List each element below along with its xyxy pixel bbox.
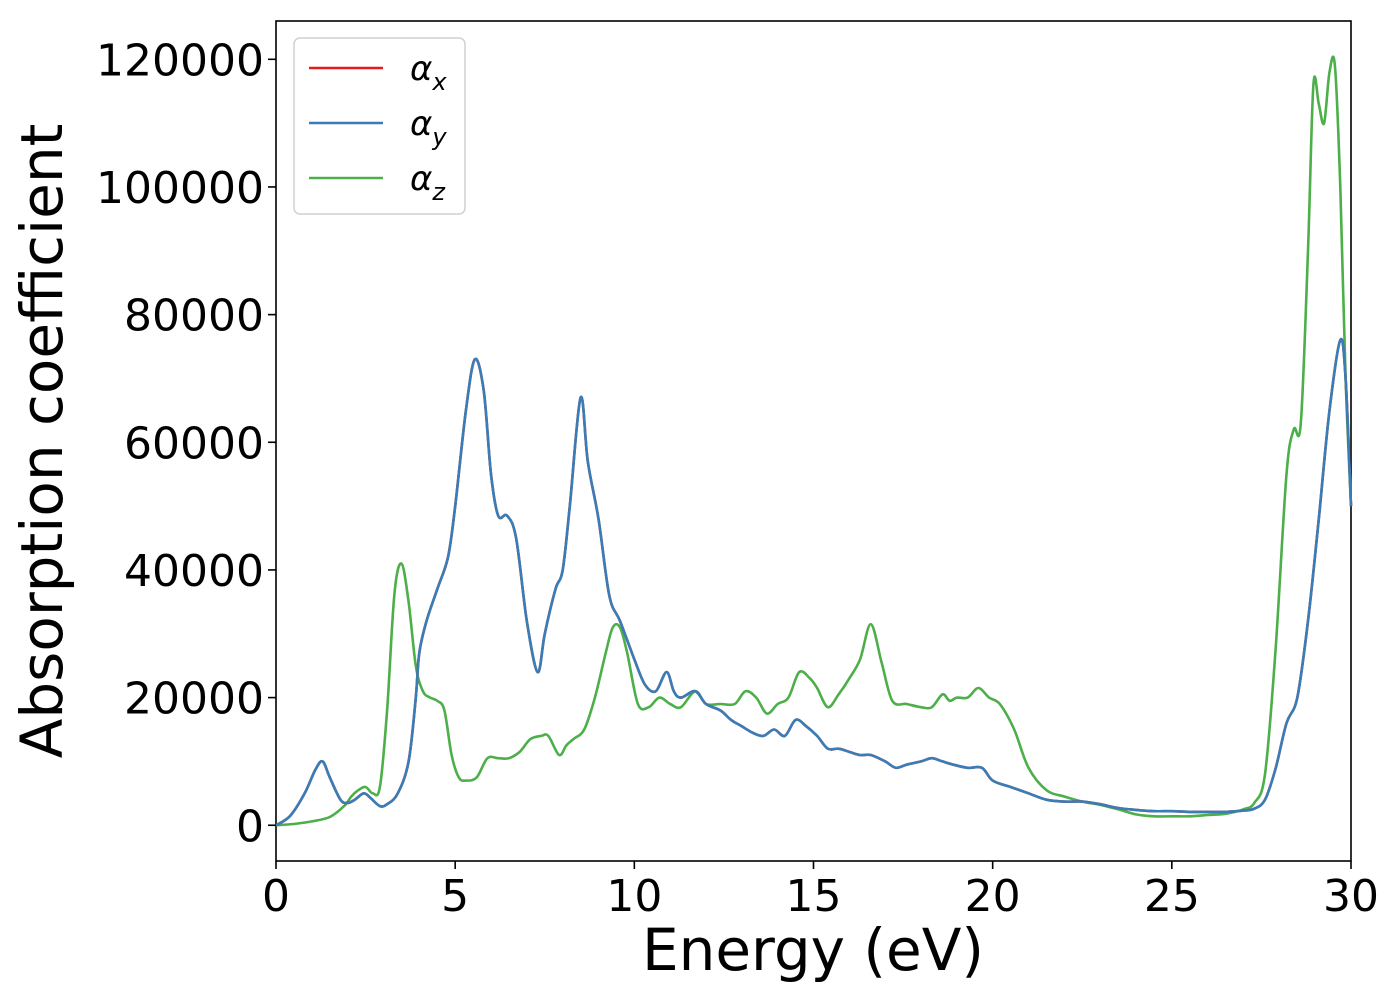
y-tick-label: 20000 bbox=[124, 674, 264, 725]
y-tick-label: 120000 bbox=[96, 35, 264, 86]
x-tick-label: 25 bbox=[1144, 871, 1200, 922]
series-line-x bbox=[275, 337, 1353, 827]
y-tick-label: 0 bbox=[236, 801, 264, 852]
x-tick-label: 10 bbox=[606, 871, 662, 922]
series-line-z bbox=[275, 55, 1353, 827]
x-tick-label: 20 bbox=[965, 871, 1021, 922]
x-axis-label: Energy (eV) bbox=[642, 916, 984, 984]
x-tick-label: 5 bbox=[441, 871, 469, 922]
legend-box bbox=[293, 37, 466, 215]
series-line-y bbox=[275, 337, 1353, 827]
y-tick-label: 60000 bbox=[124, 418, 264, 469]
y-tick-label: 100000 bbox=[96, 163, 264, 214]
x-ticks: 0 5 10 15 20 25 30 bbox=[262, 861, 1379, 922]
y-tick-label: 40000 bbox=[124, 546, 264, 597]
x-tick-label: 30 bbox=[1323, 871, 1379, 922]
series-layer bbox=[275, 55, 1353, 827]
y-axis-label: Absorption coefficient bbox=[8, 124, 76, 759]
y-ticks: 0 20000 40000 60000 80000 100000 120000 bbox=[96, 35, 276, 852]
legend-label: αz bbox=[410, 159, 446, 206]
x-tick-label: 15 bbox=[786, 871, 842, 922]
x-tick-label: 0 bbox=[262, 871, 290, 922]
y-tick-label: 80000 bbox=[124, 291, 264, 342]
